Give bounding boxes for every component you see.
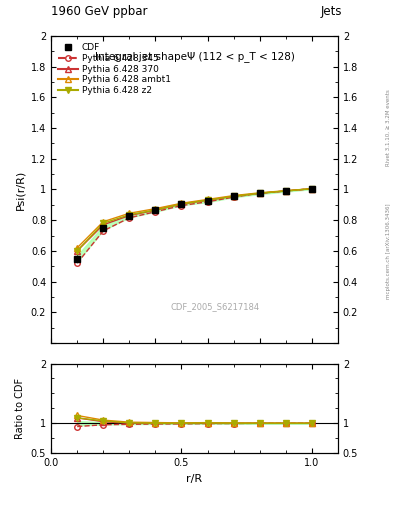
Legend: CDF, Pythia 6.428 345, Pythia 6.428 370, Pythia 6.428 ambt1, Pythia 6.428 z2: CDF, Pythia 6.428 345, Pythia 6.428 370,… <box>55 40 173 98</box>
Text: Integral jet shapeΨ (112 < p_T < 128): Integral jet shapeΨ (112 < p_T < 128) <box>95 51 294 62</box>
Text: Rivet 3.1.10, ≥ 3.2M events: Rivet 3.1.10, ≥ 3.2M events <box>386 90 391 166</box>
Text: 1960 GeV ppbar: 1960 GeV ppbar <box>51 5 148 18</box>
Text: CDF_2005_S6217184: CDF_2005_S6217184 <box>170 302 259 311</box>
Y-axis label: Psi(r/R): Psi(r/R) <box>15 169 25 209</box>
X-axis label: r/R: r/R <box>186 474 203 483</box>
Y-axis label: Ratio to CDF: Ratio to CDF <box>15 378 25 439</box>
Text: Jets: Jets <box>320 5 342 18</box>
Text: mcplots.cern.ch [arXiv:1306.3436]: mcplots.cern.ch [arXiv:1306.3436] <box>386 203 391 298</box>
